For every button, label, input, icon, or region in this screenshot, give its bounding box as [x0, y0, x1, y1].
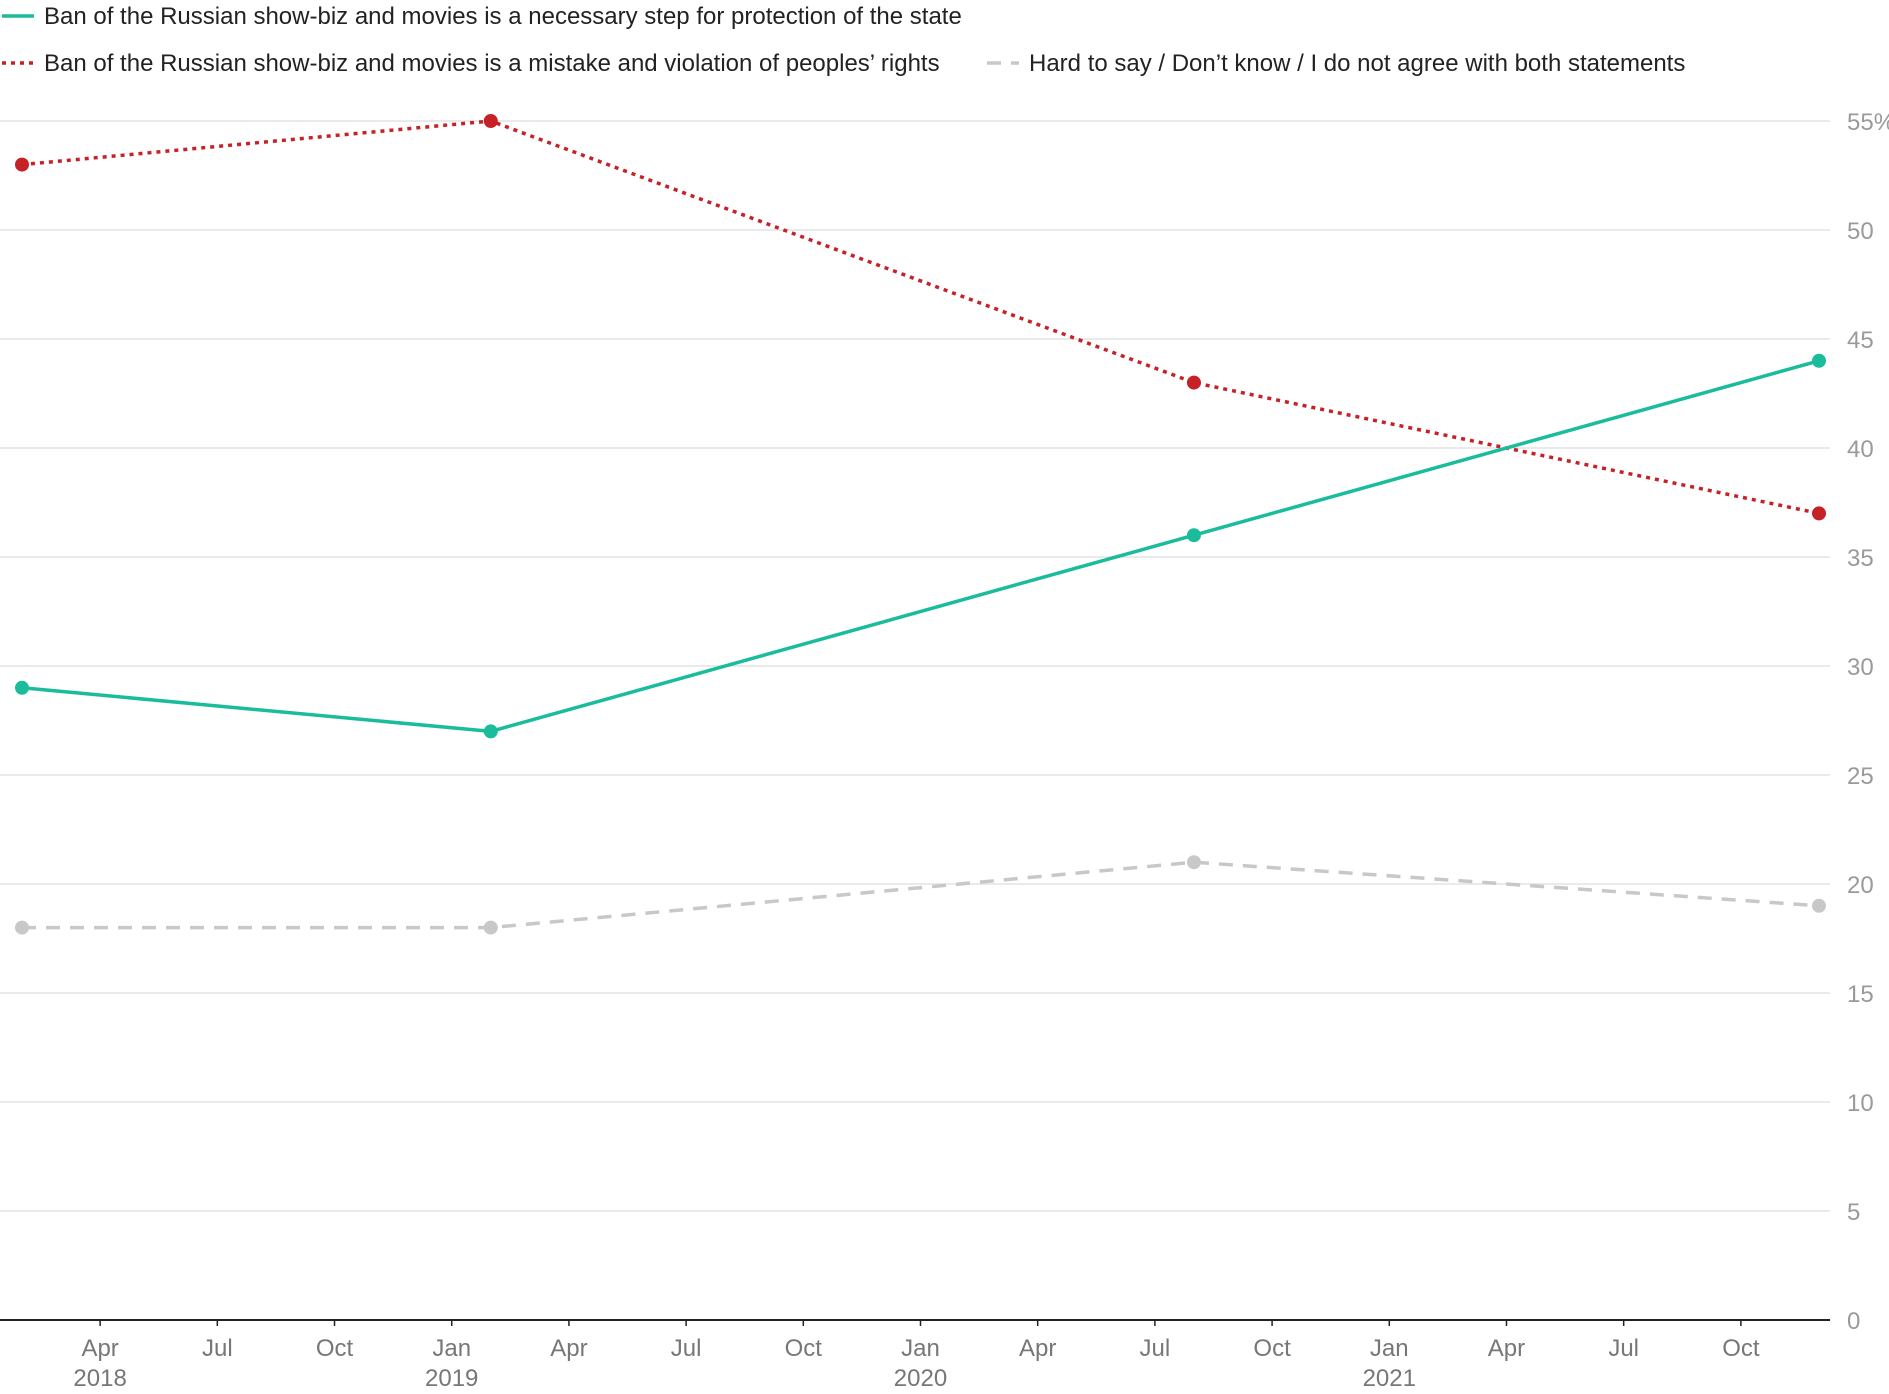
series-2-point-2	[483, 114, 498, 128]
y-tick-label: 30	[1847, 654, 1874, 681]
series-3-point-3	[1186, 855, 1201, 870]
series-3-point-1	[15, 920, 29, 935]
x-tick-label: Apr	[1488, 1335, 1525, 1362]
y-tick-label: 15	[1847, 981, 1874, 1008]
series-1-point-4	[1812, 353, 1826, 368]
x-tick-year-label: 2019	[425, 1365, 478, 1392]
y-tick-label: 50	[1847, 218, 1874, 245]
x-tick-label: Oct	[316, 1335, 354, 1362]
gridlines	[0, 120, 1830, 1212]
series-line-3	[22, 860, 1820, 930]
x-axis: Apr 2018 Jul Oct Jan 2019 Apr Jul Oct Jan 2020 Apr J…	[0, 1319, 1830, 1392]
series-2-point-4	[1812, 506, 1826, 521]
y-tick-label: 10	[1847, 1090, 1874, 1117]
series-2-point-1	[15, 157, 29, 172]
y-tick-label: 25	[1847, 763, 1874, 790]
legend-label-3: Hard to say / Don’t know / I do not agre…	[1029, 50, 1685, 77]
x-tick-label: Jul	[1140, 1335, 1171, 1362]
y-tick-label: 45	[1847, 327, 1874, 354]
series-1-point-1	[15, 680, 29, 695]
x-tick-label: Oct	[1722, 1335, 1760, 1362]
x-tick-label: Jan	[432, 1335, 471, 1362]
series-1-point-3	[1186, 528, 1201, 543]
x-tick-label: Oct	[785, 1335, 823, 1362]
y-tick-label: 20	[1847, 872, 1874, 899]
x-tick-label: Apr	[1019, 1335, 1056, 1362]
series-group	[15, 114, 1826, 935]
legend-label-2: Ban of the Russian show-biz and movies i…	[44, 50, 940, 77]
x-tick-label: Jan	[901, 1335, 940, 1362]
legend-label-1: Ban of the Russian show-biz and movies i…	[44, 3, 962, 30]
x-tick-year-label: 2021	[1363, 1365, 1416, 1392]
x-tick-label: Jul	[671, 1335, 702, 1362]
series-line-2	[21, 119, 1820, 516]
series-3-point-4	[1812, 898, 1826, 913]
y-tick-label: 40	[1847, 436, 1874, 463]
x-tick-label: Jul	[202, 1335, 233, 1362]
legend: Ban of the Russian show-biz and movies i…	[2, 3, 1685, 77]
x-tick-label: Jul	[1608, 1335, 1639, 1362]
y-axis: 0 5 10 15 20 25 30 35 40 45 50 55%	[1847, 109, 1889, 1335]
y-tick-label: 55%	[1847, 109, 1889, 136]
series-3-point-2	[483, 920, 498, 935]
series-2-point-3	[1186, 375, 1201, 390]
x-tick-label: Apr	[81, 1335, 118, 1362]
x-tick-label: Jan	[1370, 1335, 1409, 1362]
x-tick-label: Oct	[1253, 1335, 1291, 1362]
y-tick-label: 0	[1847, 1308, 1860, 1335]
x-tick-label: Apr	[550, 1335, 587, 1362]
y-tick-label: 5	[1847, 1199, 1860, 1226]
series-line-1	[21, 359, 1820, 734]
x-tick-year-label: 2018	[73, 1365, 126, 1392]
x-tick-year-label: 2020	[894, 1365, 947, 1392]
y-tick-label: 35	[1847, 545, 1874, 572]
series-1-point-2	[483, 724, 498, 739]
